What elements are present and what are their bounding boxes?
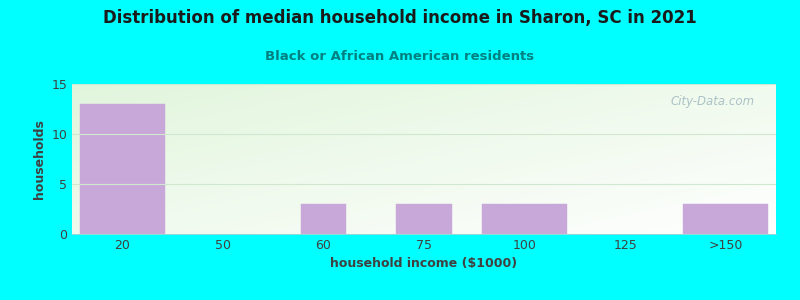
- Y-axis label: households: households: [33, 119, 46, 199]
- Bar: [482, 204, 567, 234]
- Text: Distribution of median household income in Sharon, SC in 2021: Distribution of median household income …: [103, 9, 697, 27]
- Bar: [79, 104, 165, 234]
- Bar: [683, 204, 769, 234]
- X-axis label: household income ($1000): household income ($1000): [330, 257, 518, 270]
- Text: City-Data.com: City-Data.com: [670, 94, 755, 107]
- Text: Black or African American residents: Black or African American residents: [266, 50, 534, 62]
- Bar: [396, 204, 452, 234]
- Bar: [301, 204, 346, 234]
